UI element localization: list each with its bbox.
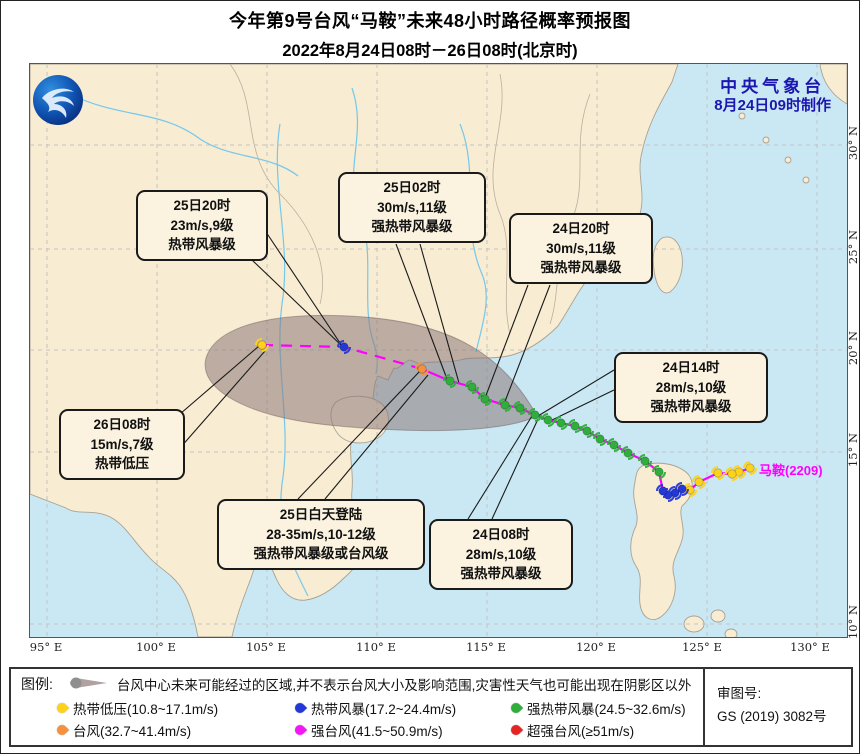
- callout-category: 强热带风暴级: [540, 260, 622, 276]
- philippine-islet: [724, 628, 738, 637]
- callout-24d20h: 24日20时 30m/s,11级 强热带风暴级: [509, 213, 653, 284]
- legend-main: 图例: 台风中心未来可能经过的区域,并不表示台风大小及影响范围,灾害性天气也可能…: [11, 669, 707, 745]
- ryukyu-islet: [784, 156, 792, 164]
- callout-wind: 28m/s,10级: [655, 379, 727, 395]
- sty-swirl-icon: [292, 722, 308, 738]
- callout-24d14h: 24日14时 28m/s,10级 强热带风暴级: [614, 352, 768, 423]
- agency-watermark: 中央气象台 8月24日09时制作: [714, 76, 831, 116]
- luzon-island: [630, 462, 693, 620]
- province-border: [492, 73, 511, 335]
- ssty-swirl-icon: [508, 722, 524, 738]
- y-tick-25n: 25° N: [846, 229, 860, 265]
- callout-landfall: 25日白天登陆 28-35m/s,10-12级 强热带风暴级或台风级: [217, 499, 425, 570]
- province-border: [229, 64, 323, 305]
- legend-item-label: 台风(32.7~41.4m/s): [73, 724, 192, 739]
- x-tick-110e: 110° E: [356, 640, 396, 654]
- callout-category: 强热带风暴级: [460, 566, 542, 582]
- y-tick-20n: 20° N: [846, 330, 860, 366]
- callout-26d08h: 26日08时 15m/s,7级 热带低压: [59, 409, 185, 480]
- title-block: 今年第9号台风“马鞍”未来48小时路径概率预报图 2022年8月24日08时－2…: [1, 7, 859, 61]
- issue-time: 8月24日09时制作: [714, 97, 831, 115]
- agency-name: 中央气象台: [720, 77, 826, 96]
- callout-category: 强热带风暴级或台风级: [253, 546, 389, 562]
- legend-item-sty: 强台风(41.5~50.9m/s): [292, 720, 511, 740]
- seal-label: 审图号:: [717, 686, 762, 701]
- cone-legend-icon: [67, 675, 109, 694]
- callout-wind: 30m/s,11级: [377, 199, 447, 215]
- callout-time: 25日20时: [173, 198, 231, 213]
- callout-time: 24日08时: [472, 527, 530, 542]
- legend-item-ssty: 超强台风(≥51m/s): [508, 720, 711, 740]
- callout-wind: 30m/s,11级: [546, 240, 616, 256]
- typhoon-track-layer: [255, 338, 757, 502]
- x-tick-100e: 100° E: [136, 640, 176, 654]
- callout-time: 24日20时: [552, 221, 610, 236]
- callout-wind: 28-35m/s,10-12级: [266, 526, 376, 542]
- y-tick-15n: 15° N: [846, 432, 860, 468]
- y-tick-10n: 10° N: [846, 604, 860, 640]
- callout-category: 热带风暴级: [168, 237, 236, 253]
- legend-item-label: 热带风暴(17.2~24.4m/s): [311, 702, 457, 717]
- callout-time: 26日08时: [93, 417, 151, 432]
- ts-swirl-icon: [292, 700, 308, 716]
- ryukyu-islet: [762, 136, 770, 144]
- legend-item-label: 超强台风(≥51m/s): [527, 724, 635, 739]
- callout-category: 热带低压: [95, 456, 149, 472]
- x-tick-130e: 130° E: [790, 640, 830, 654]
- seal-number: GS (2019) 3082号: [717, 708, 827, 724]
- y-tick-30n: 30° N: [846, 125, 860, 161]
- map-area: 中央气象台 8月24日09时制作 马鞍(2209) 25日20时 23m/s,9…: [29, 63, 848, 638]
- callout-wind: 28m/s,10级: [465, 546, 537, 562]
- callout-time: 24日14时: [662, 360, 720, 375]
- taiwan-island: [652, 236, 683, 294]
- callout-leader-lines: [179, 231, 615, 520]
- legend-item-sts: 强热带风暴(24.5~32.6m/s): [508, 698, 711, 718]
- callout-25d20h: 25日20时 23m/s,9级 热带风暴级: [136, 190, 268, 261]
- ty-swirl-icon: [54, 722, 70, 738]
- x-tick-105e: 105° E: [246, 640, 286, 654]
- callout-category: 强热带风暴级: [371, 219, 453, 235]
- map-canvas: [30, 64, 847, 637]
- ryukyu-islet: [802, 176, 810, 184]
- legend-panel: 图例: 台风中心未来可能经过的区域,并不表示台风大小及影响范围,灾害性天气也可能…: [9, 667, 853, 747]
- philippine-islet: [710, 609, 726, 623]
- x-tick-95e: 95° E: [29, 640, 63, 654]
- legend-title: 图例:: [21, 676, 53, 692]
- callout-category: 强热带风暴级: [650, 399, 732, 415]
- page-title: 今年第9号台风“马鞍”未来48小时路径概率预报图: [228, 11, 632, 31]
- legend-item-label: 热带低压(10.8~17.1m/s): [73, 702, 219, 717]
- x-tick-115e: 115° E: [466, 640, 506, 654]
- probability-cone: [204, 314, 538, 432]
- river-line: [459, 123, 487, 353]
- legend-item-label: 强热带风暴(24.5~32.6m/s): [527, 702, 686, 717]
- legend-item-label: 强台风(41.5~50.9m/s): [311, 724, 443, 739]
- callout-wind: 15m/s,7级: [90, 436, 154, 452]
- page-subtitle: 2022年8月24日08时－26日08时(北京时): [282, 42, 578, 60]
- cone-legend-note: 台风中心未来可能经过的区域,并不表示台风大小及影响范围,灾害性天气也可能出现在阴…: [116, 678, 692, 693]
- td-swirl-icon: [54, 700, 70, 716]
- map-approval-seal: 审图号: GS (2019) 3082号: [703, 669, 851, 745]
- x-tick-125e: 125° E: [682, 640, 722, 654]
- cma-logo-icon: [32, 74, 84, 126]
- ryukyu-islet: [738, 112, 746, 120]
- callout-25d02h: 25日02时 30m/s,11级 强热带风暴级: [338, 172, 486, 243]
- legend-item-td: 热带低压(10.8~17.1m/s): [54, 698, 295, 718]
- callout-time: 25日白天登陆: [279, 507, 363, 522]
- sts-swirl-icon: [508, 700, 524, 716]
- storm-name-label: 马鞍(2209): [759, 463, 823, 478]
- callout-wind: 23m/s,9级: [170, 217, 234, 233]
- legend-item-ts: 热带风暴(17.2~24.4m/s): [292, 698, 511, 718]
- x-tick-120e: 120° E: [576, 640, 616, 654]
- callout-24d08h: 24日08时 28m/s,10级 强热带风暴级: [429, 519, 573, 590]
- callout-time: 25日02时: [383, 180, 441, 195]
- japan-corner-land: [819, 64, 847, 105]
- legend-items: 热带低压(10.8~17.1m/s) 热带风暴(17.2~24.4m/s) 强热…: [54, 697, 707, 741]
- legend-item-ty: 台风(32.7~41.4m/s): [54, 720, 295, 740]
